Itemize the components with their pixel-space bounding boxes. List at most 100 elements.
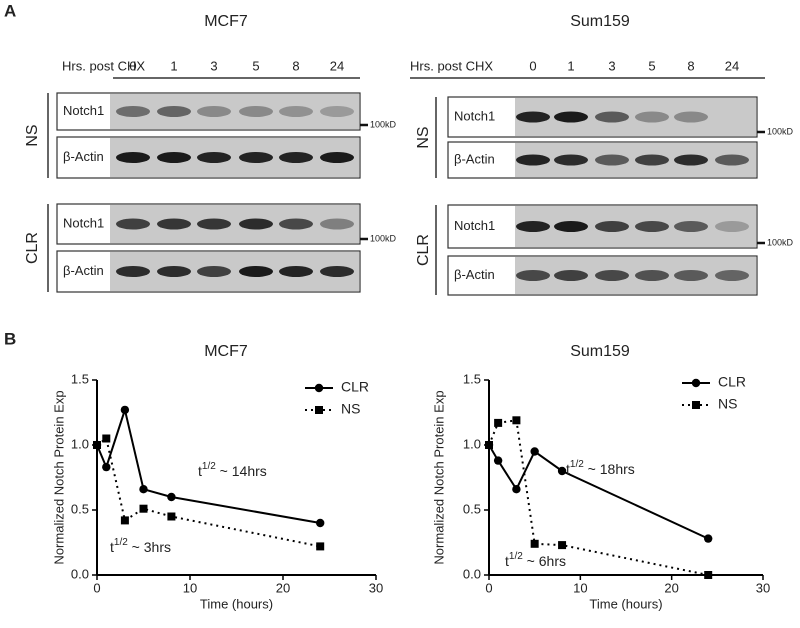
band xyxy=(157,152,191,163)
y-tick-label: 0.0 xyxy=(463,566,481,581)
band xyxy=(157,266,191,277)
row-label: Notch1 xyxy=(63,103,104,118)
band xyxy=(279,218,313,230)
band xyxy=(516,221,550,232)
group-label: CLR xyxy=(415,234,432,266)
time-tick: 24 xyxy=(330,58,344,73)
y-tick-label: 1.0 xyxy=(71,436,89,451)
band xyxy=(595,270,629,281)
time-tick: 1 xyxy=(567,58,574,73)
x-axis-label: Time (hours) xyxy=(200,596,273,611)
band xyxy=(595,221,629,232)
panel-label: B xyxy=(4,329,16,348)
time-label: Hrs. post CHX xyxy=(62,58,145,73)
blot-gel xyxy=(110,94,359,129)
annotation-sup: 1/2 xyxy=(114,537,128,548)
band xyxy=(715,221,749,232)
band xyxy=(635,154,669,166)
annotation-base: t xyxy=(110,539,114,555)
point xyxy=(704,571,713,579)
series-line xyxy=(488,444,709,540)
band xyxy=(197,266,231,277)
band xyxy=(279,152,313,163)
x-tick-label: 0 xyxy=(485,580,492,595)
x-tick-label: 0 xyxy=(93,580,100,595)
band xyxy=(279,106,313,117)
annotation: t1/2 ~ 18hrs xyxy=(566,459,635,477)
time-tick: 1 xyxy=(170,58,177,73)
point xyxy=(557,466,567,476)
x-tick-label: 10 xyxy=(183,580,197,595)
legend-marker xyxy=(692,401,700,409)
marker-label: 100kD xyxy=(370,233,397,243)
group-label: NS xyxy=(415,126,432,148)
band xyxy=(279,266,313,277)
time-label: Hrs. post CHX xyxy=(410,58,493,73)
point xyxy=(530,447,539,456)
point xyxy=(493,456,503,465)
band xyxy=(554,111,588,123)
band xyxy=(715,270,749,281)
row-label: Notch1 xyxy=(454,108,495,123)
y-tick-label: 0.5 xyxy=(463,501,481,516)
band xyxy=(516,154,550,166)
annotation-text: ~ 14hrs xyxy=(216,463,267,479)
point xyxy=(704,534,713,543)
point xyxy=(316,518,325,528)
band xyxy=(320,218,354,230)
annotation-text: ~ 18hrs xyxy=(584,461,635,477)
band xyxy=(239,218,273,230)
legend-label: NS xyxy=(341,401,360,417)
row-label: Notch1 xyxy=(63,215,104,230)
time-tick: 0 xyxy=(529,58,536,73)
point xyxy=(102,434,111,443)
time-tick: 24 xyxy=(725,58,739,73)
blot-title: MCF7 xyxy=(204,13,248,30)
band xyxy=(239,106,273,117)
band xyxy=(516,111,550,123)
point xyxy=(512,485,521,494)
time-tick: 5 xyxy=(648,58,655,73)
chart-title: MCF7 xyxy=(204,343,248,360)
band xyxy=(239,152,273,163)
annotation: t1/2 ~ 14hrs xyxy=(198,461,267,479)
point xyxy=(167,512,176,521)
band xyxy=(157,106,191,117)
band xyxy=(116,266,150,277)
band xyxy=(595,154,629,166)
blot-gel xyxy=(110,205,359,243)
chart-title: Sum159 xyxy=(570,343,630,360)
band xyxy=(516,270,550,281)
y-tick-label: 0.0 xyxy=(71,566,89,581)
band xyxy=(635,111,669,123)
point xyxy=(139,485,148,494)
annotation-base: t xyxy=(505,553,509,569)
blot-gel xyxy=(110,138,359,177)
band xyxy=(197,152,231,163)
marker-label: 100kD xyxy=(767,126,794,136)
band xyxy=(554,270,588,281)
series-line xyxy=(96,436,321,548)
panel-label: A xyxy=(4,1,16,20)
y-tick-label: 1.5 xyxy=(71,371,89,386)
group-label: NS xyxy=(24,124,41,146)
annotation-sup: 1/2 xyxy=(509,551,523,562)
annotation-base: t xyxy=(198,463,202,479)
point xyxy=(102,462,111,472)
legend-label: NS xyxy=(718,396,737,412)
point xyxy=(485,441,493,449)
x-tick-label: 10 xyxy=(573,580,587,595)
legend-marker xyxy=(314,383,324,393)
band xyxy=(674,111,708,123)
annotation-sup: 1/2 xyxy=(570,459,584,470)
legend-label: CLR xyxy=(341,379,369,395)
blot-gel xyxy=(110,252,359,291)
annotation: t1/2 ~ 6hrs xyxy=(505,551,566,569)
time-tick: 3 xyxy=(608,58,615,73)
band xyxy=(715,154,749,166)
band xyxy=(595,111,629,123)
row-label: β-Actin xyxy=(63,149,104,164)
time-tick: 5 xyxy=(252,58,259,73)
band xyxy=(674,221,708,232)
point xyxy=(530,539,539,548)
